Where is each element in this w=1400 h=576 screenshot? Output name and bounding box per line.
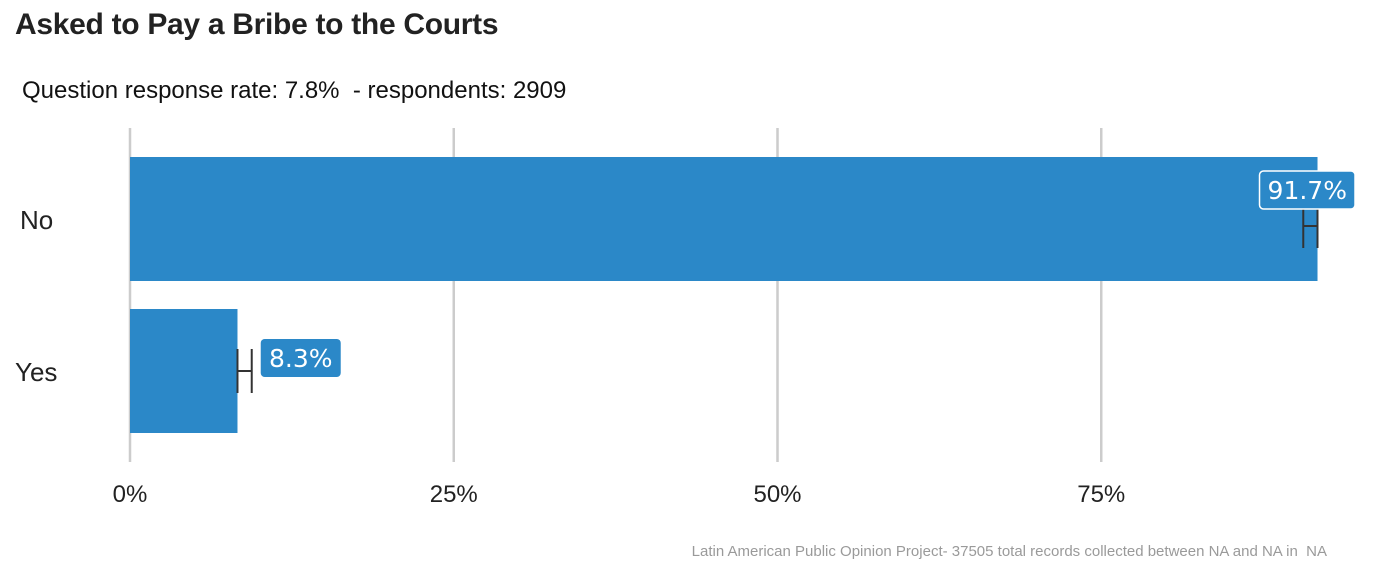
data-label: 8.3% <box>260 339 341 377</box>
chart-title: Asked to Pay a Bribe to the Courts <box>15 8 499 41</box>
chart-subtitle: Question response rate: 7.8% - responden… <box>22 77 567 104</box>
x-tick-label: 50% <box>753 481 801 508</box>
x-tick-label: 75% <box>1077 481 1125 508</box>
error-bar <box>236 349 253 393</box>
data-label: 91.7% <box>1258 170 1356 210</box>
data-label-box <box>1258 170 1356 210</box>
x-tick-label: 25% <box>430 481 478 508</box>
bar-yes <box>130 309 238 433</box>
chart-caption: Latin American Public Opinion Project- 3… <box>691 543 1327 560</box>
x-tick-label: 0% <box>113 481 148 508</box>
data-label-text: 91.7% <box>1268 176 1347 205</box>
category-label: Yes <box>15 357 57 387</box>
data-label-box <box>260 339 341 377</box>
data-label-text: 8.3% <box>269 344 333 373</box>
bar-no <box>130 157 1318 281</box>
error-bar <box>1302 204 1319 248</box>
category-label: No <box>20 205 53 235</box>
